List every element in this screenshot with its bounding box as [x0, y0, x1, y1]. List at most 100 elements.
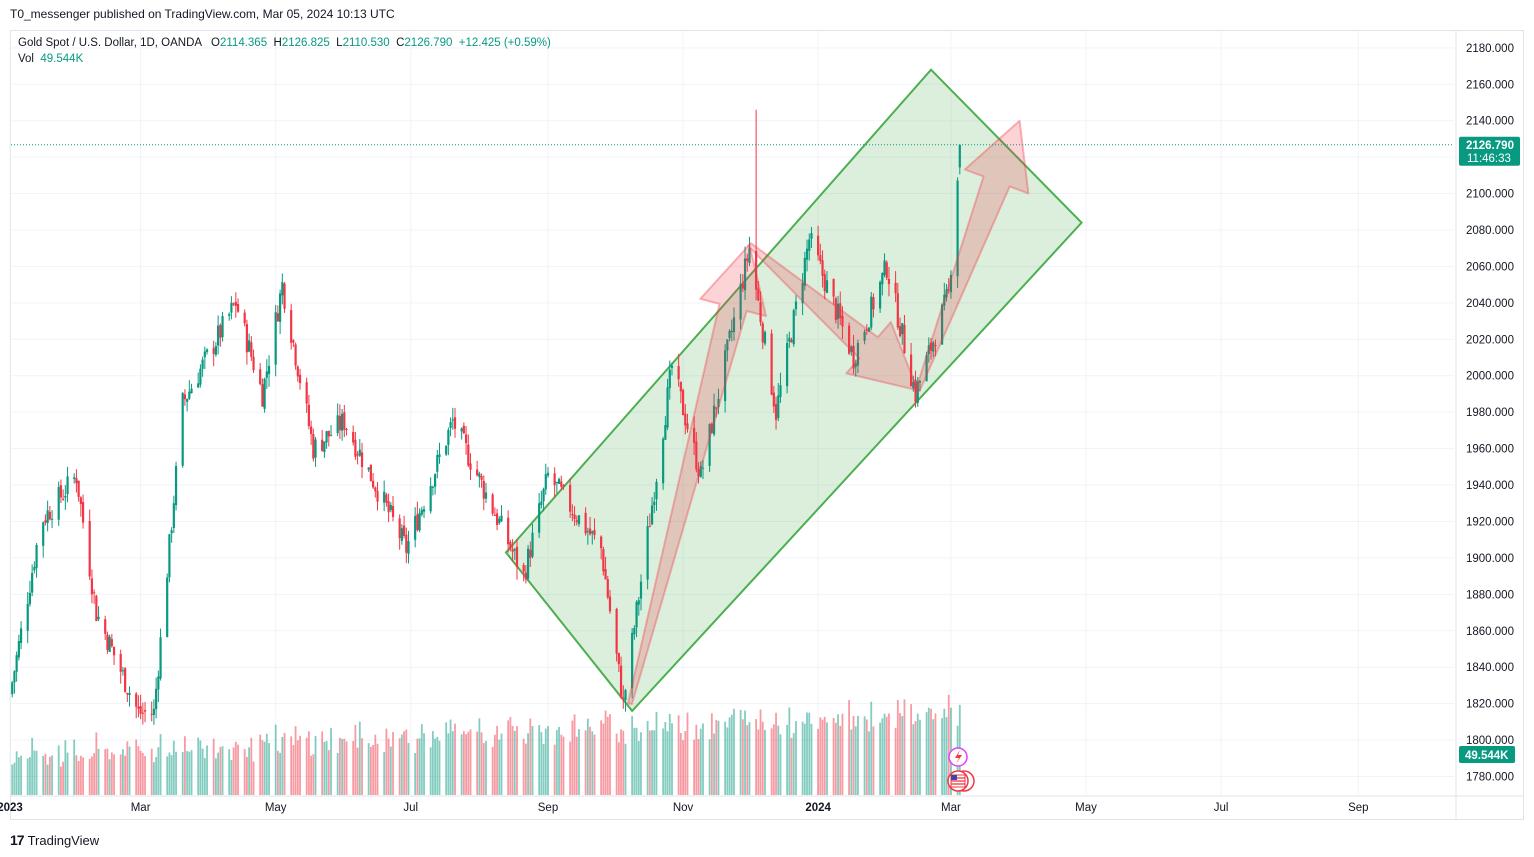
volume-bar: [901, 715, 904, 795]
volume-bar: [221, 746, 224, 795]
candle: [307, 394, 310, 430]
volume-bar: [633, 727, 636, 795]
volume-bar: [372, 744, 374, 795]
lightning-icon[interactable]: [948, 747, 968, 767]
volume-bar: [323, 741, 326, 795]
volume-bar: [903, 699, 906, 795]
candle: [495, 508, 499, 531]
last-price-badge-value: 2126.790: [1466, 140, 1514, 152]
candle-body: [17, 641, 20, 658]
candle: [205, 348, 209, 355]
volume-bar: [708, 739, 711, 795]
candle: [64, 485, 67, 510]
candle: [774, 396, 778, 430]
candle-body: [788, 337, 791, 342]
volume-bar: [358, 721, 361, 795]
volume-bar: [870, 701, 873, 795]
candle-body: [633, 628, 636, 635]
trend-channel-drawing[interactable]: [504, 68, 1083, 713]
candle-body: [460, 428, 463, 432]
volume-bar: [509, 717, 512, 795]
candle: [155, 677, 158, 719]
volume-bar: [934, 713, 937, 795]
candle-body: [635, 602, 638, 628]
flag-icon[interactable]: [947, 770, 975, 792]
candle: [367, 467, 370, 473]
candle: [234, 292, 237, 318]
volume-bar: [181, 752, 184, 795]
candle-body: [653, 501, 656, 506]
candle: [467, 434, 470, 468]
arrow-drawings[interactable]: [627, 119, 1030, 706]
candle: [112, 646, 116, 665]
candle: [544, 463, 547, 495]
volume-bar: [500, 733, 503, 795]
candle: [369, 464, 372, 482]
price-tick-label: 1960.000: [1466, 444, 1514, 456]
bar-countdown: 11:46:33: [1467, 153, 1511, 165]
candle-body: [261, 384, 264, 407]
candle: [958, 144, 961, 175]
candle-body: [929, 342, 933, 351]
candle: [772, 385, 775, 414]
candle-body: [863, 331, 866, 341]
candle-body: [772, 392, 775, 407]
volume-bar: [839, 725, 842, 795]
price-tick-label: 1900.000: [1466, 553, 1514, 565]
candle-body: [575, 520, 578, 523]
legend-vol-label[interactable]: Vol: [18, 53, 34, 65]
volume-bar: [524, 743, 527, 795]
volume-bar: [772, 724, 775, 795]
legend-symbol[interactable]: Gold Spot / U.S. Dollar, 1D, OANDA: [18, 37, 202, 49]
time-tick-label: May: [265, 802, 287, 814]
candle: [801, 273, 804, 316]
volume-bar: [44, 753, 47, 795]
candle-body: [172, 503, 175, 528]
candle: [183, 389, 187, 406]
volume-bar: [261, 740, 264, 795]
time-axis[interactable]: 2023 Mar May Jul Sep Nov 2024 Mar May Jul Sep: [0, 795, 1524, 814]
candle: [13, 670, 16, 694]
candle-body: [212, 348, 215, 354]
candle-body: [232, 303, 235, 305]
volume-bar: [217, 752, 220, 795]
candle-body: [50, 518, 54, 520]
candle-body: [932, 342, 935, 352]
candle-body: [491, 494, 494, 514]
price-axis[interactable]: 1780.000 1800.000 1820.000 1840.000 1860.000…: [1455, 30, 1514, 820]
candle: [684, 404, 687, 435]
candle: [529, 541, 532, 567]
candle: [360, 442, 364, 479]
event-icons[interactable]: [947, 747, 975, 792]
candle-body: [422, 509, 426, 512]
candle-body: [748, 248, 751, 264]
volume-bar: [126, 741, 129, 795]
candle-body: [329, 434, 333, 436]
volume-bar: [312, 754, 315, 795]
candle: [341, 408, 344, 441]
candle: [591, 530, 594, 545]
candle: [476, 460, 479, 477]
candle: [464, 426, 468, 455]
candle-body: [655, 481, 658, 500]
candle: [511, 539, 514, 562]
candle: [624, 688, 627, 712]
candle: [681, 388, 685, 416]
candle-body: [199, 368, 202, 385]
footer-branding[interactable]: 17 TradingView: [10, 830, 99, 850]
candle-body: [108, 636, 111, 653]
candle: [48, 506, 51, 521]
candle: [562, 484, 565, 490]
candle-body: [203, 351, 206, 358]
candle-body: [726, 339, 729, 351]
candle-body: [834, 298, 837, 320]
candle: [418, 508, 421, 533]
volume-bar: [761, 721, 764, 795]
volume-bar: [307, 731, 310, 795]
candle: [389, 502, 392, 513]
candle: [398, 514, 401, 550]
published-byline: T0_messenger published on TradingView.co…: [10, 7, 395, 21]
candle-body: [803, 257, 806, 286]
candle: [898, 317, 902, 338]
